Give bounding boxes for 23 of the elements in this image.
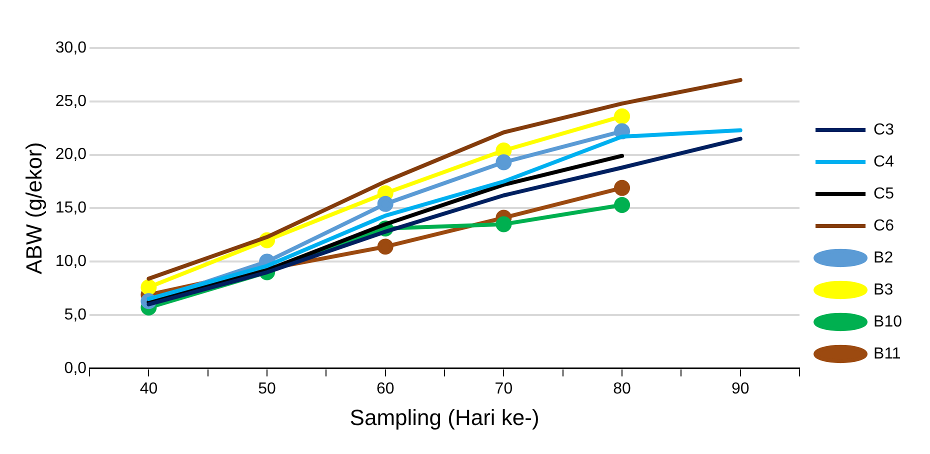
x-tick-label: 70	[494, 380, 513, 398]
legend-label: C5	[874, 185, 894, 202]
x-tick-label: 40	[140, 380, 158, 398]
y-tick-label: 5,0	[64, 306, 87, 324]
legend-label: B11	[874, 345, 901, 362]
legend-label: C6	[874, 217, 894, 234]
y-tick-label: 10,0	[55, 253, 87, 270]
y-tick-label: 25,0	[55, 92, 87, 110]
y-axis-title: ABW (g/ekor)	[21, 142, 46, 274]
legend-label: C3	[874, 121, 894, 138]
x-axis-title: Sampling (Hari ke-)	[350, 404, 540, 430]
legend-label: C4	[874, 153, 894, 170]
x-tick-label: 80	[613, 380, 632, 398]
legend-label: B2	[874, 249, 894, 266]
x-tick-label: 60	[376, 380, 394, 398]
legend-label: B10	[874, 313, 902, 330]
y-tick-label: 20,0	[55, 146, 87, 164]
x-tick-label: 50	[258, 380, 276, 398]
y-tick-label: 15,0	[55, 200, 87, 217]
y-tick-label: 30,0	[55, 39, 87, 56]
legend-label: B3	[874, 281, 894, 298]
x-tick-label: 90	[731, 380, 750, 398]
y-tick-label: 0,0	[64, 360, 87, 377]
